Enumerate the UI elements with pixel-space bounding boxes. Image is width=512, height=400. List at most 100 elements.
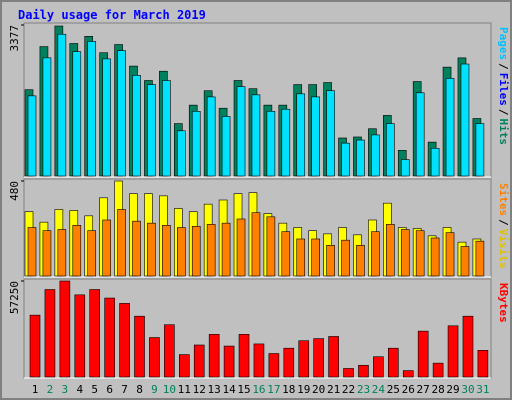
bar <box>87 230 97 277</box>
bar <box>402 370 414 378</box>
bar <box>44 289 56 378</box>
x-tick-label: 26 <box>402 383 415 396</box>
x-tick-label: 20 <box>312 383 325 396</box>
bar <box>132 75 141 177</box>
bar <box>134 315 145 378</box>
x-tick-label: 6 <box>106 383 113 396</box>
bar <box>72 51 82 177</box>
x-tick-label: 8 <box>136 383 143 396</box>
bar <box>386 123 395 177</box>
x-tick-label: 29 <box>446 383 459 396</box>
x-tick-label: 10 <box>163 383 176 396</box>
bar <box>430 147 440 177</box>
bar <box>191 110 201 177</box>
bar <box>179 354 190 378</box>
bar <box>221 116 231 177</box>
legend: KBytes <box>497 283 510 323</box>
x-tick-label: 31 <box>476 383 489 396</box>
x-tick-label: 30 <box>461 383 474 396</box>
bar <box>72 225 82 277</box>
bar <box>223 345 235 378</box>
y-tick-label: 57250 <box>8 281 21 314</box>
x-tick-label: 21 <box>327 383 340 396</box>
bar <box>162 225 171 277</box>
bar <box>358 364 369 378</box>
bar <box>462 315 474 378</box>
bar <box>206 96 216 177</box>
bar <box>27 95 37 177</box>
bar <box>27 227 37 277</box>
x-tick-label: 5 <box>91 383 98 396</box>
bar <box>296 238 306 277</box>
bar <box>477 350 489 378</box>
legend-separator: / <box>497 219 510 226</box>
bar <box>102 58 111 177</box>
bar <box>341 239 350 277</box>
bar <box>400 229 410 277</box>
bar <box>415 92 425 177</box>
bar <box>147 84 156 177</box>
legend-entry: KBytes <box>497 283 510 323</box>
x-tick-label: 3 <box>62 383 69 396</box>
x-tick-label: 1 <box>32 383 39 396</box>
x-tick-label: 9 <box>151 383 158 396</box>
bar <box>177 227 186 277</box>
bar <box>102 219 111 277</box>
bar <box>417 330 429 378</box>
bar <box>268 353 280 378</box>
bar <box>311 238 320 277</box>
x-tick-label: 22 <box>342 383 355 396</box>
x-tick-label: 18 <box>282 383 295 396</box>
x-tick-label: 16 <box>252 383 265 396</box>
bar <box>208 334 220 378</box>
bar <box>281 231 291 277</box>
legend: Pages / Files / Hits <box>497 27 510 145</box>
bar <box>59 280 71 378</box>
bar <box>266 216 276 277</box>
legend-entry: Visits <box>497 229 510 269</box>
x-tick-label: 27 <box>417 383 430 396</box>
bar <box>356 139 365 177</box>
bar <box>415 230 425 277</box>
bar <box>191 226 201 277</box>
x-tick-label: 28 <box>431 383 444 396</box>
bar <box>266 110 276 177</box>
bar <box>432 362 444 378</box>
x-tick-label: 11 <box>178 383 191 396</box>
bar <box>177 130 186 177</box>
bar <box>326 245 335 277</box>
bar <box>42 57 52 177</box>
x-tick-label: 25 <box>387 383 400 396</box>
bar <box>356 245 365 277</box>
chart-title: Daily usage for March 2019 <box>18 8 206 22</box>
bar <box>311 96 320 177</box>
bar <box>341 142 350 177</box>
x-tick-label: 13 <box>208 383 221 396</box>
bar <box>388 347 399 378</box>
legend-entry: Files <box>497 73 510 106</box>
x-tick-label: 4 <box>76 383 83 396</box>
bar <box>447 325 459 378</box>
bar <box>236 218 246 277</box>
bar <box>445 232 455 277</box>
bar <box>298 340 310 378</box>
bar <box>371 231 380 277</box>
bar <box>251 94 261 177</box>
bar <box>475 123 485 177</box>
bar <box>400 159 410 177</box>
bar <box>326 90 335 177</box>
bar <box>343 368 354 378</box>
bar <box>283 347 295 378</box>
bar <box>475 240 485 277</box>
bar <box>89 289 101 378</box>
bar <box>117 50 126 177</box>
bar <box>119 303 130 378</box>
bar <box>29 314 41 378</box>
bar <box>132 220 141 277</box>
bar <box>149 337 160 378</box>
x-tick-label: 7 <box>121 383 128 396</box>
legend-separator: / <box>497 109 510 116</box>
bar <box>460 246 470 277</box>
